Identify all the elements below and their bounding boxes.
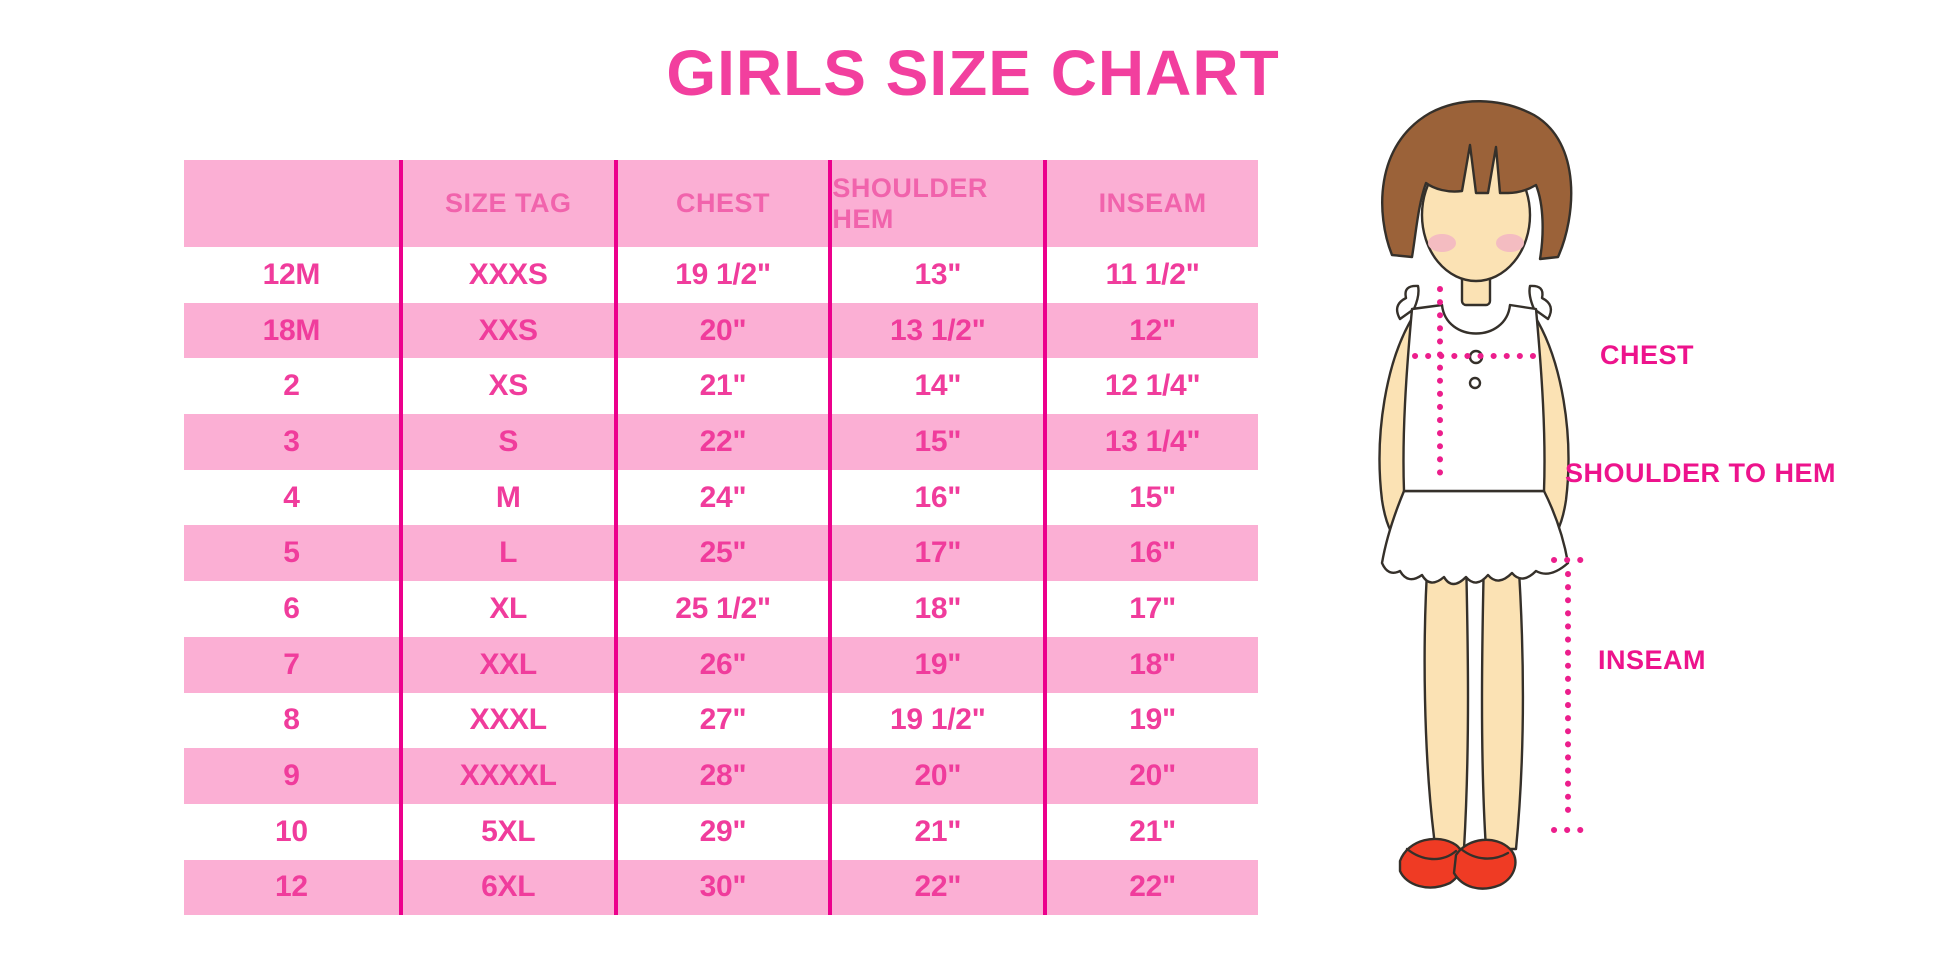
size-value-cell: 5XL <box>398 803 614 860</box>
right-shoe-strap <box>1459 847 1510 860</box>
column-header: SHOULDER HEM <box>828 160 1044 247</box>
neck <box>1460 269 1492 307</box>
size-value-cell: 22" <box>1043 859 1258 916</box>
inseam-line <box>1551 557 1585 833</box>
right-shoulder-ruffle <box>1528 284 1553 321</box>
size-value-cell: L <box>398 525 614 582</box>
size-value-cell: 19 1/2" <box>828 692 1044 749</box>
size-value-cell: 17" <box>828 525 1044 582</box>
skirt <box>1380 489 1570 586</box>
size-row-label: 4 <box>184 469 399 526</box>
right-arm <box>1524 313 1570 551</box>
size-value-cell: 28" <box>613 748 829 804</box>
size-value-cell: 27" <box>613 692 829 749</box>
size-row-label: 3 <box>184 414 399 470</box>
column-header: SIZE TAG <box>398 160 614 247</box>
left-leg <box>1423 553 1470 851</box>
size-value-cell: 18" <box>1043 636 1258 693</box>
size-value-cell: 20" <box>1043 748 1258 804</box>
blush-left <box>1428 234 1456 252</box>
size-row-label: 9 <box>184 748 399 804</box>
left-shoulder-ruffle <box>1395 284 1420 321</box>
size-value-cell: M <box>398 469 614 526</box>
size-value-cell: 24" <box>613 469 829 526</box>
size-row-label: 5 <box>184 525 399 582</box>
size-value-cell: 25" <box>613 525 829 582</box>
size-value-cell: 18" <box>828 581 1044 637</box>
size-value-cell: 21" <box>613 358 829 415</box>
size-value-cell: 26" <box>613 636 829 693</box>
size-value-cell: XXXL <box>398 692 614 749</box>
size-value-cell: 16" <box>828 469 1044 526</box>
size-value-cell: 29" <box>613 803 829 860</box>
size-value-cell: S <box>398 414 614 470</box>
size-value-cell: 13" <box>828 247 1044 303</box>
size-value-cell: XL <box>398 581 614 637</box>
chest-measurement-label: CHEST <box>1600 340 1695 370</box>
size-row-label: 10 <box>184 803 399 860</box>
size-value-cell: 21" <box>828 803 1044 860</box>
button-bottom <box>1468 376 1482 390</box>
right-shoe <box>1452 838 1517 890</box>
size-value-cell: 16" <box>1043 525 1258 582</box>
size-value-cell: XXS <box>398 302 614 359</box>
column-header: CHEST <box>613 160 829 247</box>
page-title: GIRLS SIZE CHART <box>666 37 1280 109</box>
size-value-cell: 20" <box>613 302 829 359</box>
size-value-cell: XXXS <box>398 247 614 303</box>
shoulder-to-hem-measurement-label: SHOULDER TO HEM <box>1565 458 1837 488</box>
face <box>1420 147 1532 283</box>
size-value-cell: XXL <box>398 636 614 693</box>
size-value-cell: 30" <box>613 859 829 916</box>
left-shoe <box>1398 837 1465 889</box>
size-value-cell: 22" <box>828 859 1044 916</box>
size-row-label: 18M <box>184 302 399 359</box>
size-value-cell: XS <box>398 358 614 415</box>
size-row-label: 8 <box>184 692 399 749</box>
size-row-label: 7 <box>184 636 399 693</box>
size-value-cell: 11 1/2" <box>1043 247 1258 303</box>
size-value-cell: 13 1/2" <box>828 302 1044 359</box>
size-value-cell: 14" <box>828 358 1044 415</box>
left-arm <box>1378 313 1424 551</box>
blush-right <box>1496 234 1524 252</box>
size-value-cell: 17" <box>1043 581 1258 637</box>
size-value-cell: 13 1/4" <box>1043 414 1258 470</box>
size-value-cell: 19" <box>828 636 1044 693</box>
size-row-label: 6 <box>184 581 399 637</box>
size-value-cell: 20" <box>828 748 1044 804</box>
right-leg <box>1480 553 1525 851</box>
hair <box>1381 100 1573 261</box>
size-row-label: 2 <box>184 358 399 415</box>
button-top <box>1468 349 1484 365</box>
column-header <box>184 160 399 247</box>
size-value-cell: 15" <box>828 414 1044 470</box>
size-value-cell: 22" <box>613 414 829 470</box>
bodice <box>1402 303 1546 493</box>
size-value-cell: 25 1/2" <box>613 581 829 637</box>
size-value-cell: 15" <box>1043 469 1258 526</box>
size-row-label: 12 <box>184 859 399 916</box>
size-value-cell: 21" <box>1043 803 1258 860</box>
size-row-label: 12M <box>184 247 399 303</box>
size-value-cell: XXXXL <box>398 748 614 804</box>
girl-illustration <box>1378 100 1585 890</box>
inseam-measurement-label: INSEAM <box>1598 645 1707 675</box>
size-value-cell: 19 1/2" <box>613 247 829 303</box>
size-value-cell: 12 1/4" <box>1043 358 1258 415</box>
size-value-cell: 12" <box>1043 302 1258 359</box>
size-value-cell: 19" <box>1043 692 1258 749</box>
size-value-cell: 6XL <box>398 859 614 916</box>
size-table: SIZE TAG CHEST SHOULDER HEM INSEAM 12M XXXS 19… <box>184 160 1258 916</box>
column-header: INSEAM <box>1043 160 1258 247</box>
left-shoe-strap <box>1405 847 1458 861</box>
